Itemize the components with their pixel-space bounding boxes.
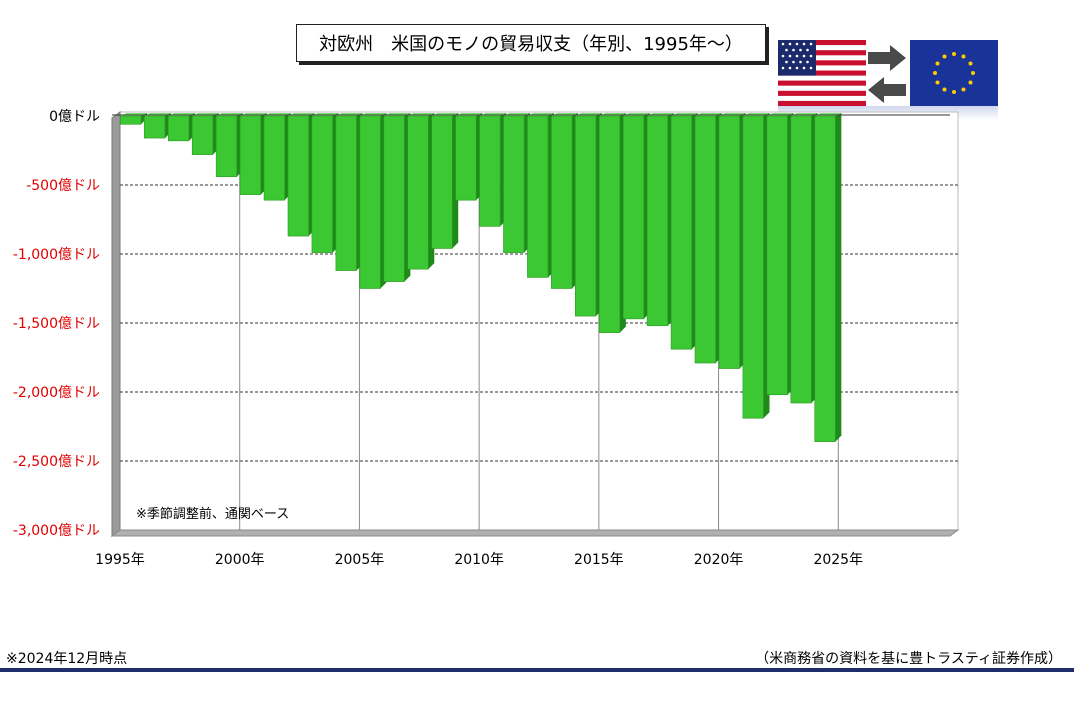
bar (239, 115, 262, 195)
bar (814, 115, 836, 442)
chart-floor (110, 529, 960, 537)
y-tick-label: -1,000億ドル (13, 247, 100, 263)
chart-title: 対欧州 米国のモノの貿易収支（年別、1995年〜） (296, 24, 766, 62)
x-tick-label: 2020年 (694, 552, 744, 568)
bar (311, 115, 333, 253)
x-tick-label: 2000年 (215, 552, 265, 568)
side-wall (111, 111, 121, 537)
bar (766, 115, 788, 396)
bar (287, 115, 309, 237)
y-tick-label: -2,500億ドル (13, 454, 100, 470)
bar (622, 115, 645, 320)
chart-note: ※季節調整前、通関ベース (136, 506, 289, 522)
bar (742, 115, 764, 419)
bar (359, 115, 381, 289)
eu-flag-icon (910, 40, 998, 106)
bar (191, 115, 214, 155)
x-tick-label: 1995年 (95, 552, 145, 568)
bar (167, 115, 190, 142)
y-tick-label: -1,500億ドル (13, 316, 100, 332)
bar (335, 115, 357, 271)
y-tick-label: -3,000億ドル (13, 523, 100, 539)
y-tick-label: 0億ドル (49, 109, 100, 125)
x-tick-label: 2025年 (813, 552, 863, 568)
bar (120, 115, 142, 125)
bar (598, 115, 621, 333)
bar (144, 115, 166, 139)
bar-side (835, 113, 842, 442)
y-tick-label: -500億ドル (26, 178, 100, 194)
source-note: （米商務省の資料を基に豊トラスティ証券作成） (755, 651, 1062, 667)
bar (407, 115, 429, 270)
bar (263, 115, 285, 201)
x-tick-label: 2005年 (335, 552, 385, 568)
date-note: ※2024年12月時点 (6, 651, 128, 667)
bar (718, 115, 740, 369)
bar (503, 115, 525, 253)
exchange-arrows-icon (868, 45, 906, 103)
x-tick-label: 2015年 (574, 552, 624, 568)
y-tick-label: -2,000億ドル (13, 385, 100, 401)
us-flag-icon (778, 40, 866, 106)
bar (479, 115, 501, 227)
bar (670, 115, 692, 350)
bar (455, 115, 477, 201)
bar (646, 115, 669, 327)
bar (694, 115, 716, 364)
bar-chart: 0億ドル -500億ドル -1,000億ドル -1,500億ドル -2,000億ドル -2… (13, 109, 960, 568)
bar (575, 115, 597, 317)
bar (790, 115, 812, 404)
bar (527, 115, 549, 278)
bar (383, 115, 405, 282)
bar (551, 115, 573, 289)
footer-divider (0, 668, 1074, 672)
bar (431, 115, 453, 249)
bar (215, 115, 238, 178)
x-tick-label: 2010年 (454, 552, 504, 568)
